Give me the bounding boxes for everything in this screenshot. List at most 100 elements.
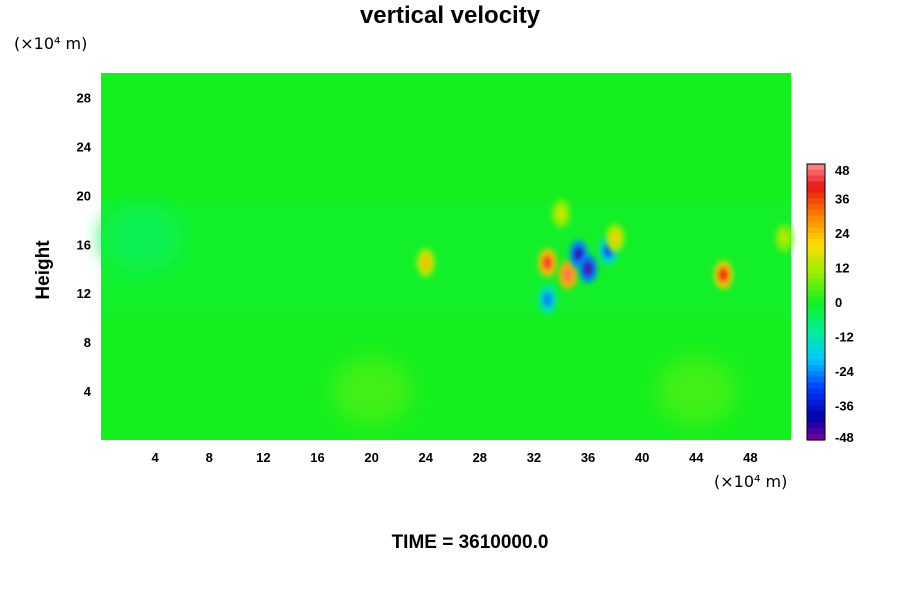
velocity-feature-halo [101,204,182,273]
colorbar-swatch [807,428,825,435]
colorbar-swatch [807,405,825,412]
colorbar-swatch [807,353,825,361]
chart-title: vertical velocity [359,2,541,29]
colorbar-swatch [807,417,825,424]
velocity-feature [611,231,620,246]
velocity-feature-halo [656,357,737,426]
heatmap-plot [101,73,794,440]
velocity-feature [421,255,430,270]
colorbar-swatch [807,411,825,418]
y-tick-label: 12 [77,286,91,301]
colorbar-swatch [807,365,825,372]
colorbar-swatch [807,325,825,332]
colorbar-swatch [807,238,825,246]
velocity-feature [543,255,552,270]
colorbar-swatch [807,204,825,211]
velocity-features [101,199,794,426]
colorbar-swatch [807,371,825,378]
y-tick-label: 8 [84,335,91,350]
colorbar-swatch [807,279,825,286]
colorbar-frame [806,163,826,441]
colorbar-tick-label: 24 [835,226,850,241]
turbulence-band [101,201,791,318]
colorbar-swatch [807,215,825,223]
y-axis-unit: (×10⁴ m) [14,34,88,53]
velocity-feature [543,292,552,307]
y-tick-label: 16 [77,237,91,252]
x-tick-label: 48 [743,450,757,465]
y-axis-ticks: 4 8 12 16 20 24 28 [77,90,92,399]
colorbar-swatch [807,422,825,430]
colorbar-tick-label: -24 [835,364,855,379]
x-axis-unit: (×10⁴ m) [714,472,788,491]
colorbar-swatch [807,376,825,384]
colorbar-swatch [807,348,825,355]
velocity-feature-halo [331,357,412,426]
y-tick-label: 28 [77,90,91,105]
colorbar-ticks: 48 36 24 12 0 -12 -24 -36 -48 [835,163,855,445]
colorbar-tick-label: 48 [835,163,849,178]
colorbar-swatch [807,221,825,228]
y-tick-label: 24 [77,139,92,154]
colorbar-swatch [807,434,825,441]
y-tick-label: 20 [77,188,91,203]
colorbar-swatch [807,192,825,200]
colorbar-swatch [807,233,825,240]
x-tick-label: 20 [364,450,378,465]
colorbar-swatch [807,284,825,292]
velocity-feature [557,206,565,221]
colorbar-tick-label: -48 [835,430,854,445]
colorbar-tick-label: -36 [835,399,854,414]
colorbar-swatch [807,210,825,217]
colorbar-tick-label: -12 [835,330,854,345]
colorbar-swatch [807,319,825,326]
velocity-feature [584,261,593,276]
x-tick-label: 8 [206,450,213,465]
colorbar-swatch [807,181,825,188]
colorbar-swatch [807,296,825,303]
colorbar-tick-label: 0 [835,295,842,310]
velocity-feature [719,267,728,282]
colorbar-swatch [807,382,825,389]
colorbar-swatch [807,227,825,234]
x-tick-label: 4 [152,450,160,465]
colorbar-swatch [807,244,825,251]
colorbar-swatch [807,169,825,177]
velocity-feature [563,267,572,282]
velocity-feature [780,231,789,246]
x-tick-label: 40 [635,450,649,465]
colorbar-swatch [807,302,825,309]
x-axis-ticks: 4 8 12 16 20 24 28 32 36 40 44 48 [152,450,758,465]
colorbar-swatch [807,198,825,205]
x-tick-label: 16 [310,450,324,465]
colorbar-swatch [807,250,825,257]
colorbar-swatch [807,307,825,315]
x-tick-label: 32 [527,450,541,465]
colorbar-swatch [807,399,825,407]
x-tick-label: 44 [689,450,704,465]
x-tick-label: 36 [581,450,595,465]
colorbar-swatch [807,175,825,182]
colorbar-swatch [807,394,825,401]
colorbar-swatch [807,388,825,395]
colorbar-swatch [807,273,825,280]
colorbar [806,163,826,441]
y-tick-label: 4 [84,384,92,399]
colorbar-swatch [807,342,825,349]
colorbar-swatch [807,336,825,343]
colorbar-swatch [807,261,825,269]
x-tick-label: 24 [418,450,433,465]
colorbar-tick-label: 36 [835,192,849,207]
colorbar-tick-label: 12 [835,261,849,276]
colorbar-swatch [807,187,825,194]
velocity-feature [574,247,583,262]
colorbar-swatch [807,256,825,263]
colorbar-swatch [807,330,825,338]
x-tick-label: 28 [473,450,487,465]
x-tick-label: 12 [256,450,270,465]
colorbar-swatch [807,359,825,366]
colorbar-swatch [807,164,825,171]
colorbar-swatch [807,267,825,274]
colorbar-swatch [807,290,825,297]
